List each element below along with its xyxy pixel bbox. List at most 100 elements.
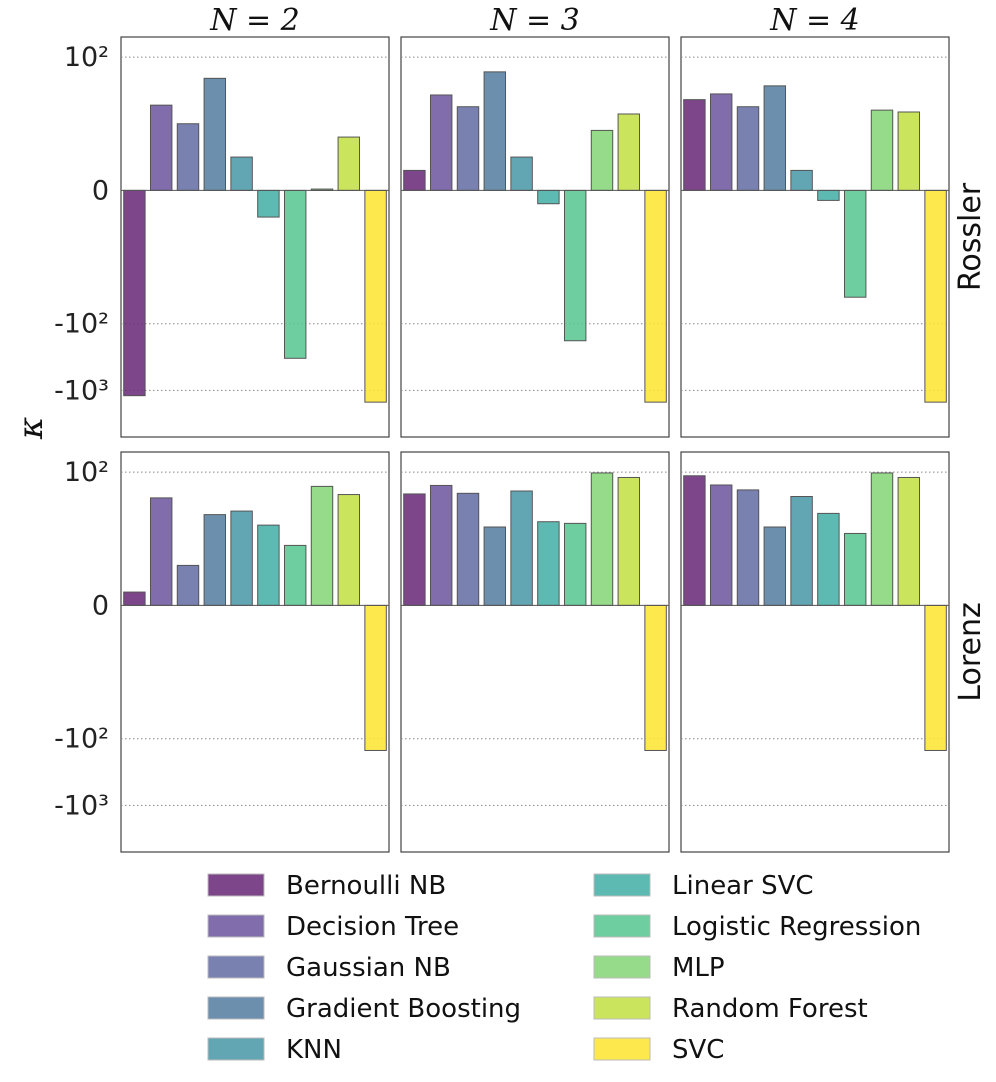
panel-lorenz-2 — [120, 451, 390, 853]
y-tick-label: -10³ — [54, 790, 109, 821]
bar-svc — [644, 604, 667, 751]
legend-label: Linear SVC — [672, 871, 814, 901]
y-axis-label: κ — [11, 417, 51, 440]
bar-logistic-regression — [843, 189, 867, 298]
row-title: Lorenz — [953, 602, 988, 701]
legend-item: MLP — [593, 953, 725, 983]
legend-item: SVC — [593, 1035, 724, 1065]
bar-mlp — [590, 472, 614, 606]
bar-mlp — [310, 485, 334, 606]
legend-label: MLP — [672, 953, 725, 983]
bar-decision-tree — [149, 104, 173, 191]
legend-swatch — [593, 873, 651, 897]
bar-knn — [510, 156, 533, 191]
legend-swatch — [207, 955, 265, 979]
y-tick-label: -10² — [54, 309, 109, 340]
bar-random-forest — [897, 111, 921, 191]
legend-label: Bernoulli NB — [286, 871, 446, 901]
bar-gradient-boosting — [203, 77, 227, 191]
panel-lorenz-4 — [680, 451, 950, 853]
panel-rossler-3 — [400, 36, 670, 438]
bar-linear-svc — [257, 524, 280, 606]
bar-knn — [230, 510, 253, 606]
bar-linear-svc — [537, 189, 560, 205]
legend-swatch — [593, 1037, 651, 1061]
bar-bernoulli-nb — [683, 475, 706, 606]
bar-knn — [230, 156, 253, 191]
y-tick-label: 10² — [64, 457, 109, 488]
bar-decision-tree — [149, 497, 173, 606]
bar-decision-tree — [709, 484, 733, 606]
panel-frame — [120, 36, 390, 438]
bar-mlp — [870, 109, 894, 191]
bar-linear-svc — [817, 189, 840, 201]
bar-linear-svc — [537, 521, 560, 606]
legend-item: Bernoulli NB — [207, 871, 446, 901]
bar-gradient-boosting — [483, 526, 507, 606]
y-tick-label: 0 — [92, 590, 109, 621]
bar-gaussian-nb — [456, 492, 480, 606]
legend-swatch — [207, 914, 265, 938]
bar-bernoulli-nb — [403, 169, 426, 191]
legend-label: KNN — [286, 1035, 342, 1065]
legend-label: Decision Tree — [286, 912, 459, 942]
bar-knn — [510, 490, 533, 606]
bar-bernoulli-nb — [123, 189, 146, 397]
column-title: N = 3 — [489, 3, 580, 38]
bar-svc — [364, 604, 387, 751]
bar-logistic-regression — [843, 532, 867, 606]
legend-swatch — [207, 1037, 265, 1061]
bar-random-forest — [617, 476, 641, 606]
panel-rossler-4 — [680, 36, 950, 438]
bar-gaussian-nb — [736, 106, 760, 191]
column-title: N = 2 — [209, 3, 300, 38]
bar-logistic-regression — [283, 544, 307, 606]
bar-logistic-regression — [563, 522, 587, 606]
bar-svc — [644, 189, 667, 403]
bar-svc — [364, 189, 387, 403]
bar-gradient-boosting — [763, 526, 787, 606]
y-tick-label: -10² — [54, 724, 109, 755]
row-title: Rossler — [953, 182, 988, 291]
y-tick-label: -10³ — [54, 375, 109, 406]
bar-random-forest — [617, 113, 641, 191]
legend-item: KNN — [207, 1035, 342, 1065]
bar-decision-tree — [429, 94, 453, 191]
bar-svc — [924, 604, 947, 751]
bar-gaussian-nb — [176, 564, 200, 606]
bar-random-forest — [897, 476, 921, 606]
legend-label: Random Forest — [672, 994, 868, 1024]
bar-decision-tree — [709, 93, 733, 191]
legend-label: Gradient Boosting — [286, 994, 521, 1024]
bar-knn — [790, 496, 813, 606]
legend-item: Decision Tree — [207, 912, 459, 942]
bar-decision-tree — [429, 484, 453, 606]
bar-gradient-boosting — [203, 514, 227, 606]
bar-gaussian-nb — [456, 106, 480, 191]
legend-item: Logistic Regression — [593, 912, 921, 942]
legend-label: SVC — [672, 1035, 724, 1065]
y-tick-label: 0 — [92, 175, 109, 206]
bar-logistic-regression — [283, 189, 307, 359]
bar-linear-svc — [257, 189, 280, 218]
bar-knn — [790, 169, 813, 191]
legend-item: Gaussian NB — [207, 953, 451, 983]
panel-rossler-2 — [120, 36, 390, 438]
bar-gradient-boosting — [483, 71, 507, 191]
legend-label: Logistic Regression — [672, 912, 921, 942]
legend-swatch — [207, 873, 265, 897]
legend-swatch — [593, 914, 651, 938]
bar-mlp — [590, 129, 614, 191]
legend-item: Gradient Boosting — [207, 994, 521, 1024]
y-tick-label: 10² — [64, 42, 109, 73]
bar-bernoulli-nb — [403, 493, 426, 606]
legend-item: Random Forest — [593, 994, 868, 1024]
panel-lorenz-3 — [400, 451, 670, 853]
legend-item: Linear SVC — [593, 871, 814, 901]
column-title: N = 4 — [769, 3, 860, 38]
bar-random-forest — [337, 494, 361, 606]
legend-label: Gaussian NB — [286, 953, 451, 983]
bar-linear-svc — [817, 512, 840, 606]
legend-swatch — [207, 996, 265, 1020]
